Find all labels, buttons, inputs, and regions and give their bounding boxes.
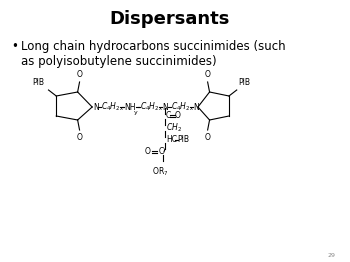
Text: N: N bbox=[193, 102, 199, 112]
Text: Long chain hydrocarbons succinimides (such
as polyisobutylene succinimides): Long chain hydrocarbons succinimides (su… bbox=[21, 40, 286, 68]
Text: 29: 29 bbox=[328, 253, 336, 258]
Text: $C_4H_{2x}$: $C_4H_{2x}$ bbox=[101, 101, 124, 113]
Text: $C_4H_{2x}$: $C_4H_{2x}$ bbox=[140, 101, 163, 113]
Text: O: O bbox=[205, 70, 211, 79]
Text: Dispersants: Dispersants bbox=[110, 10, 230, 28]
Text: N: N bbox=[93, 102, 99, 112]
Text: O: O bbox=[205, 133, 211, 142]
Text: PIB: PIB bbox=[239, 78, 251, 87]
Text: NH: NH bbox=[124, 102, 136, 112]
Text: C: C bbox=[166, 112, 171, 121]
Text: O: O bbox=[145, 148, 150, 156]
Text: •: • bbox=[12, 40, 19, 53]
Text: C: C bbox=[159, 148, 164, 156]
Text: O: O bbox=[77, 133, 83, 142]
Text: O: O bbox=[77, 70, 83, 79]
Text: y: y bbox=[134, 110, 138, 115]
Text: O: O bbox=[175, 112, 181, 121]
Text: $C_4H_{2x}$: $C_4H_{2x}$ bbox=[171, 101, 194, 113]
Text: HC: HC bbox=[166, 135, 177, 145]
Text: N: N bbox=[162, 102, 168, 112]
Text: OR$_7$: OR$_7$ bbox=[152, 165, 168, 177]
Text: $CH_2$: $CH_2$ bbox=[166, 122, 182, 134]
Text: PIB: PIB bbox=[177, 135, 190, 145]
Text: PIB: PIB bbox=[33, 78, 45, 87]
